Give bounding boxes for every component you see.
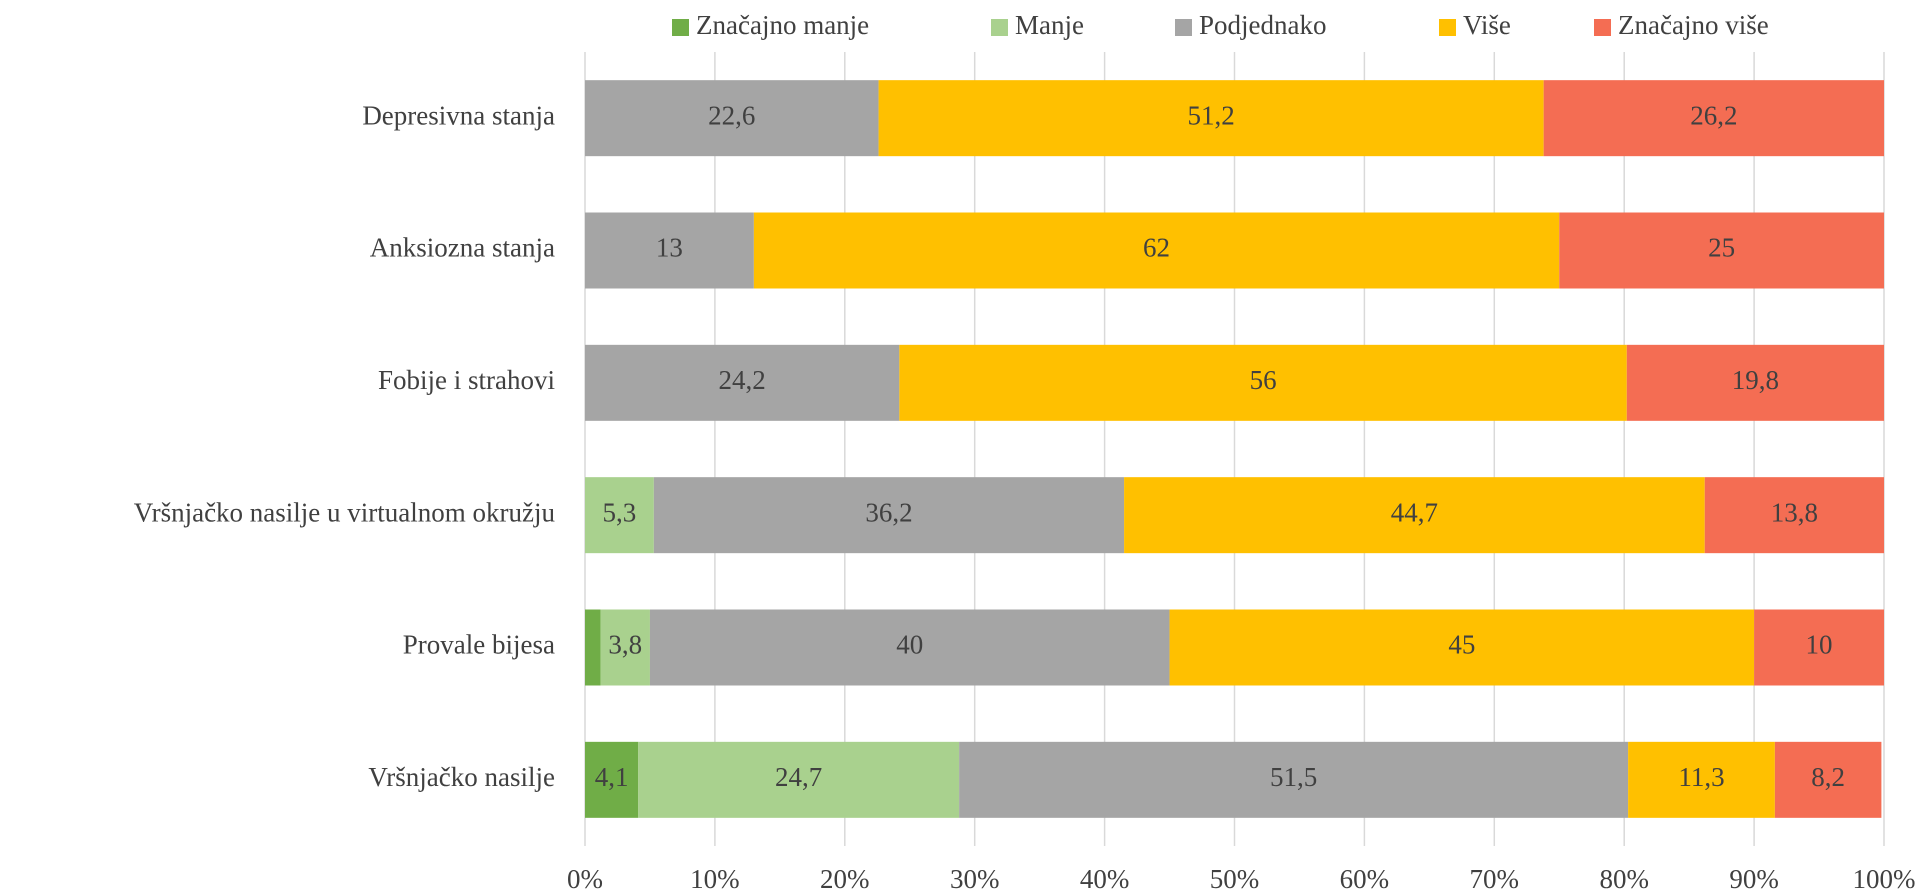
legend-label: Značajno više — [1618, 10, 1769, 40]
data-label: 26,2 — [1690, 100, 1737, 130]
bar-segment — [653, 477, 1125, 554]
bar-segment — [1559, 212, 1884, 289]
data-label: 5,3 — [603, 497, 637, 527]
x-tick-label: 70% — [1470, 864, 1520, 894]
bar-segment — [959, 741, 1629, 818]
data-label: 22,6 — [708, 100, 755, 130]
data-label: 40 — [896, 630, 923, 660]
x-tick-label: 0% — [567, 864, 603, 894]
data-label: 10 — [1806, 630, 1833, 660]
data-label: 44,7 — [1391, 497, 1438, 527]
y-tick-label: Depresivna stanja — [362, 100, 555, 130]
data-label: 56 — [1250, 365, 1277, 395]
data-label: 36,2 — [865, 497, 912, 527]
x-tick-label: 60% — [1340, 864, 1390, 894]
bar-segment — [1626, 344, 1884, 421]
x-tick-label: 20% — [820, 864, 870, 894]
x-tick-label: 10% — [690, 864, 740, 894]
y-tick-label: Vršnjačko nasilje u virtualnom okružju — [134, 497, 556, 527]
y-tick-label: Fobije i strahovi — [378, 365, 555, 395]
x-tick-label: 100% — [1853, 864, 1916, 894]
bar-segment — [638, 741, 960, 818]
y-tick-label: Provale bijesa — [403, 630, 555, 660]
legend-swatch — [672, 19, 689, 36]
legend-label: Više — [1463, 10, 1511, 40]
bar-segment — [585, 741, 639, 818]
bar-segment — [1774, 741, 1882, 818]
legend-label: Podjednako — [1199, 10, 1327, 40]
data-label: 3,8 — [608, 630, 642, 660]
bar-segment — [1628, 741, 1775, 818]
data-label: 45 — [1448, 630, 1475, 660]
bar-segment — [1704, 477, 1884, 554]
x-tick-label: 30% — [950, 864, 1000, 894]
legend-label: Manje — [1015, 10, 1084, 40]
data-label: 13,8 — [1771, 497, 1818, 527]
bar-segment — [1169, 609, 1755, 686]
x-tick-label: 80% — [1599, 864, 1649, 894]
bar-segment — [585, 609, 601, 686]
data-label: 25 — [1708, 233, 1735, 263]
data-label: 8,2 — [1811, 762, 1845, 792]
bar-segment — [1124, 477, 1705, 554]
bar-segment — [878, 80, 1544, 157]
bar-segment — [649, 609, 1170, 686]
data-label: 51,5 — [1270, 762, 1317, 792]
legend-swatch — [1175, 19, 1192, 36]
legend-label: Značajno manje — [696, 10, 869, 40]
data-label: 51,2 — [1187, 100, 1234, 130]
bar-segment — [899, 344, 1627, 421]
bar-segment — [585, 344, 900, 421]
data-label: 13 — [656, 233, 683, 263]
data-label: 11,3 — [1678, 762, 1724, 792]
data-label: 24,2 — [719, 365, 766, 395]
bar-segment — [585, 477, 654, 554]
y-tick-label: Anksiozna stanja — [370, 233, 555, 263]
y-tick-label: Vršnjačko nasilje — [368, 762, 555, 792]
legend-swatch — [1439, 19, 1456, 36]
bar-segment — [753, 212, 1560, 289]
bar-segment — [1754, 609, 1884, 686]
bar-segment — [1543, 80, 1884, 157]
data-label: 4,1 — [595, 762, 629, 792]
x-tick-label: 40% — [1080, 864, 1130, 894]
bar-segment — [585, 80, 879, 157]
data-label: 24,7 — [775, 762, 822, 792]
x-tick-label: 90% — [1729, 864, 1779, 894]
bar-segment — [600, 609, 650, 686]
legend-swatch — [1594, 19, 1611, 36]
x-tick-label: 50% — [1210, 864, 1260, 894]
data-label: 62 — [1143, 233, 1170, 263]
bar-segment — [585, 212, 754, 289]
legend-swatch — [991, 19, 1008, 36]
data-label: 19,8 — [1732, 365, 1779, 395]
